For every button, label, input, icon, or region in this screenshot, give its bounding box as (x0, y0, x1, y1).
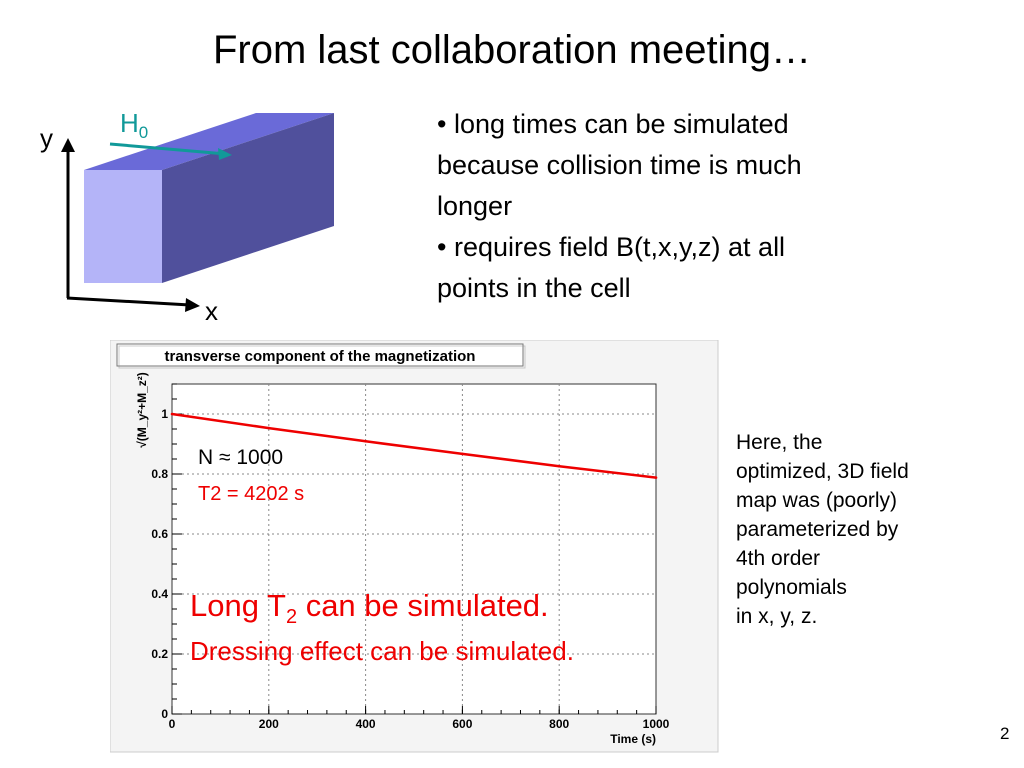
x-axis-label: x (205, 296, 218, 326)
dressing-text: Dressing effect can be simulated. (190, 636, 574, 666)
x-tick-label: 1000 (643, 717, 670, 731)
magnetization-plot: transverse component of the magnetizatio… (110, 340, 719, 753)
data-point (654, 476, 658, 479)
n-annotation: N ≈ 1000 (198, 446, 283, 469)
side-note: Here, the optimized, 3D field map was (p… (736, 428, 1006, 631)
h0-arrow (109, 142, 232, 160)
long-t2-text: Long T2 can be simulated. (190, 588, 549, 628)
magnetic-field-cell-diagram: H0 y x (40, 108, 334, 326)
slide-number: 2 (1000, 724, 1010, 743)
y-axis-arrow (61, 138, 75, 298)
plot-title: transverse component of the magnetizatio… (165, 348, 476, 365)
x-tick-label: 200 (259, 717, 279, 731)
side-note-line: Here, the (736, 431, 823, 454)
x-tick-label: 600 (452, 717, 472, 731)
bullet-list: • long times can be simulated because co… (437, 104, 917, 309)
x-axis-arrow (66, 296, 200, 312)
y-tick-label: 1 (161, 407, 168, 421)
bullet-line: because collision time is much (437, 150, 802, 180)
series-line (171, 412, 657, 479)
plot-area (171, 383, 657, 715)
y-tick-label: 0.6 (151, 527, 168, 541)
y-tick-label: 0 (161, 707, 168, 721)
bullet-line: longer (437, 191, 513, 221)
data-point (364, 440, 367, 443)
x-tick-label: 400 (356, 717, 376, 731)
y-axis-label: y (40, 123, 53, 153)
data-point (461, 452, 464, 456)
x-tick-label: 800 (549, 717, 569, 731)
side-note-line: map was (poorly) (736, 489, 898, 512)
data-point (267, 426, 271, 430)
t2-annotation: T2 = 4202 s (198, 483, 304, 505)
side-note-line: optimized, 3D field (736, 460, 909, 483)
cell-top-face (84, 113, 334, 170)
axes: 0 200 400 600 800 1000 0 0.2 0.4 0.6 0.8 1 (151, 383, 670, 731)
cell-side-face (162, 113, 334, 283)
x-tick-label: 0 (169, 717, 176, 731)
y-tick-label: 0.8 (151, 467, 168, 481)
y-tick-label: 0.2 (151, 647, 168, 661)
side-note-line: parameterized by (736, 518, 899, 541)
bullet-line: • requires field B(t,x,y,z) at all (437, 232, 786, 262)
slide-title: From last collaboration meeting… (212, 28, 812, 72)
grid-lines (172, 384, 656, 714)
x-axis-title: Time (s) (610, 732, 656, 746)
y-tick-label: 0.4 (151, 587, 168, 601)
plot-title-box (116, 343, 524, 367)
side-note-line: 4th order (736, 547, 821, 570)
bullet-line: • long times can be simulated (437, 109, 789, 139)
y-axis-title: √(M_y²+M_z²) (135, 372, 149, 448)
side-note-line: in x, y, z. (736, 605, 818, 628)
h0-label: H0 (120, 108, 148, 142)
side-note-line: polynomials (736, 576, 847, 599)
series-lines (170, 412, 658, 479)
data-point (557, 464, 561, 468)
data-point (170, 412, 174, 416)
bullet-line: points in the cell (437, 273, 631, 303)
cell-front-face (84, 170, 162, 283)
